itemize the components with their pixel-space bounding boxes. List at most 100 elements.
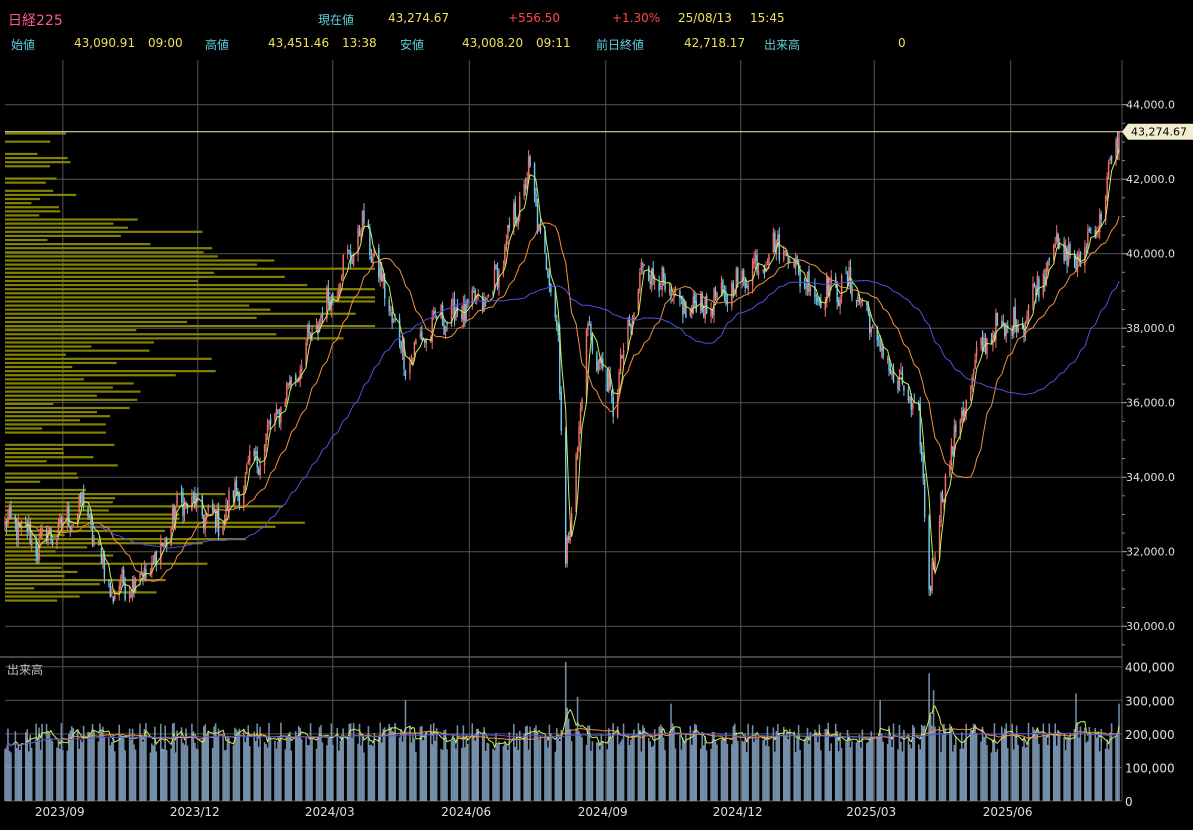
candle-body — [778, 234, 781, 260]
volume-profile-bar — [5, 140, 51, 143]
candle-body — [206, 513, 208, 518]
candle-body — [794, 259, 797, 268]
price-tick-label: 32,000.0 — [1126, 546, 1175, 559]
candle-body — [17, 523, 20, 540]
candle-body — [48, 527, 51, 530]
candle-body — [1024, 326, 1027, 335]
candle-body — [1078, 254, 1080, 261]
candle-body — [308, 324, 310, 333]
volume-profile-bar — [5, 292, 331, 295]
volume-bar — [277, 741, 279, 801]
candle-body — [222, 527, 224, 535]
candle-body — [784, 250, 786, 253]
candle-body — [851, 286, 853, 298]
volume-bar — [263, 742, 266, 801]
volume-bar — [777, 724, 779, 801]
candle-body — [191, 496, 193, 511]
candle-body — [575, 455, 577, 513]
candle-body — [1055, 232, 1058, 242]
candle-body — [640, 262, 643, 271]
volume-bar — [1109, 732, 1111, 801]
ma-mid-line — [4, 216, 1120, 582]
candle-body — [955, 424, 957, 433]
price-tick-label: 30,000.0 — [1126, 620, 1175, 633]
candle-body — [1110, 155, 1113, 161]
candle-body — [1021, 325, 1024, 328]
candle-body — [130, 595, 132, 597]
volume-bar — [680, 749, 683, 801]
volume-bar — [607, 728, 610, 801]
volume-bar — [1035, 733, 1037, 801]
candle-body — [557, 325, 560, 336]
volume-bar — [348, 724, 350, 801]
volume-bar — [453, 739, 456, 801]
candle-body — [109, 583, 112, 597]
candle-body — [432, 310, 435, 317]
volume-profile-bar — [5, 300, 375, 303]
volume-bar — [415, 751, 417, 801]
candle-body — [160, 542, 162, 565]
volume-bar — [836, 731, 838, 801]
volume-bar — [805, 738, 807, 801]
volume-bar — [974, 724, 976, 801]
volume-bar — [383, 727, 386, 801]
candle-body — [877, 337, 880, 339]
volume-bar — [455, 748, 457, 801]
volume-bar — [972, 723, 975, 801]
volume-bar — [1023, 737, 1025, 801]
volume-bar — [495, 733, 497, 801]
volume-profile-bar — [5, 337, 344, 340]
candle-body — [554, 289, 557, 318]
volume-bar — [588, 725, 591, 801]
volume-bar — [1094, 728, 1097, 801]
volume-bar — [248, 745, 251, 801]
candle-body — [194, 494, 196, 507]
candle-body — [496, 268, 499, 288]
candle-body — [1045, 268, 1048, 285]
volume-bar — [726, 743, 729, 801]
volume-bar — [618, 744, 620, 801]
volume-tick-label: 100,000 — [1125, 761, 1175, 775]
volume-bar — [1014, 735, 1016, 801]
candle-body — [705, 295, 708, 314]
candle-body — [384, 278, 386, 299]
candle-body — [378, 247, 380, 278]
candle-body — [57, 522, 60, 539]
volume-profile-bar — [5, 132, 66, 135]
candle-body — [1047, 260, 1049, 272]
volume-bar — [837, 751, 840, 801]
candle-body — [889, 368, 892, 375]
volume-bar — [782, 726, 785, 801]
volume-bar — [441, 749, 444, 801]
volume-bar — [192, 731, 195, 801]
candle-body — [1098, 213, 1101, 233]
volume-bar — [993, 723, 996, 801]
candle-body — [464, 302, 466, 321]
candle-body — [180, 491, 183, 496]
volume-bar — [1104, 748, 1107, 801]
volume-bar — [372, 746, 374, 801]
volume-bar — [526, 725, 528, 801]
candle-body — [340, 276, 343, 281]
volume-bar — [934, 726, 936, 801]
candle-body — [443, 324, 445, 335]
volume-bar — [713, 731, 715, 801]
candle-body — [606, 370, 608, 391]
volume-bar — [778, 733, 781, 801]
volume-bar — [631, 735, 634, 801]
volume-profile-bar — [5, 210, 61, 213]
candle-body — [972, 369, 975, 375]
volume-bar — [787, 739, 789, 801]
candle-body — [570, 513, 573, 529]
candle-body — [111, 593, 113, 595]
candle-body — [217, 507, 220, 537]
volume-bar — [735, 732, 738, 801]
volume-profile-bar — [5, 513, 180, 516]
volume-bar — [882, 741, 884, 801]
volume-bar — [159, 723, 162, 801]
candle-body — [596, 352, 598, 372]
candle-body — [103, 554, 106, 579]
volume-bar — [72, 728, 75, 801]
volume-bar — [849, 747, 852, 801]
